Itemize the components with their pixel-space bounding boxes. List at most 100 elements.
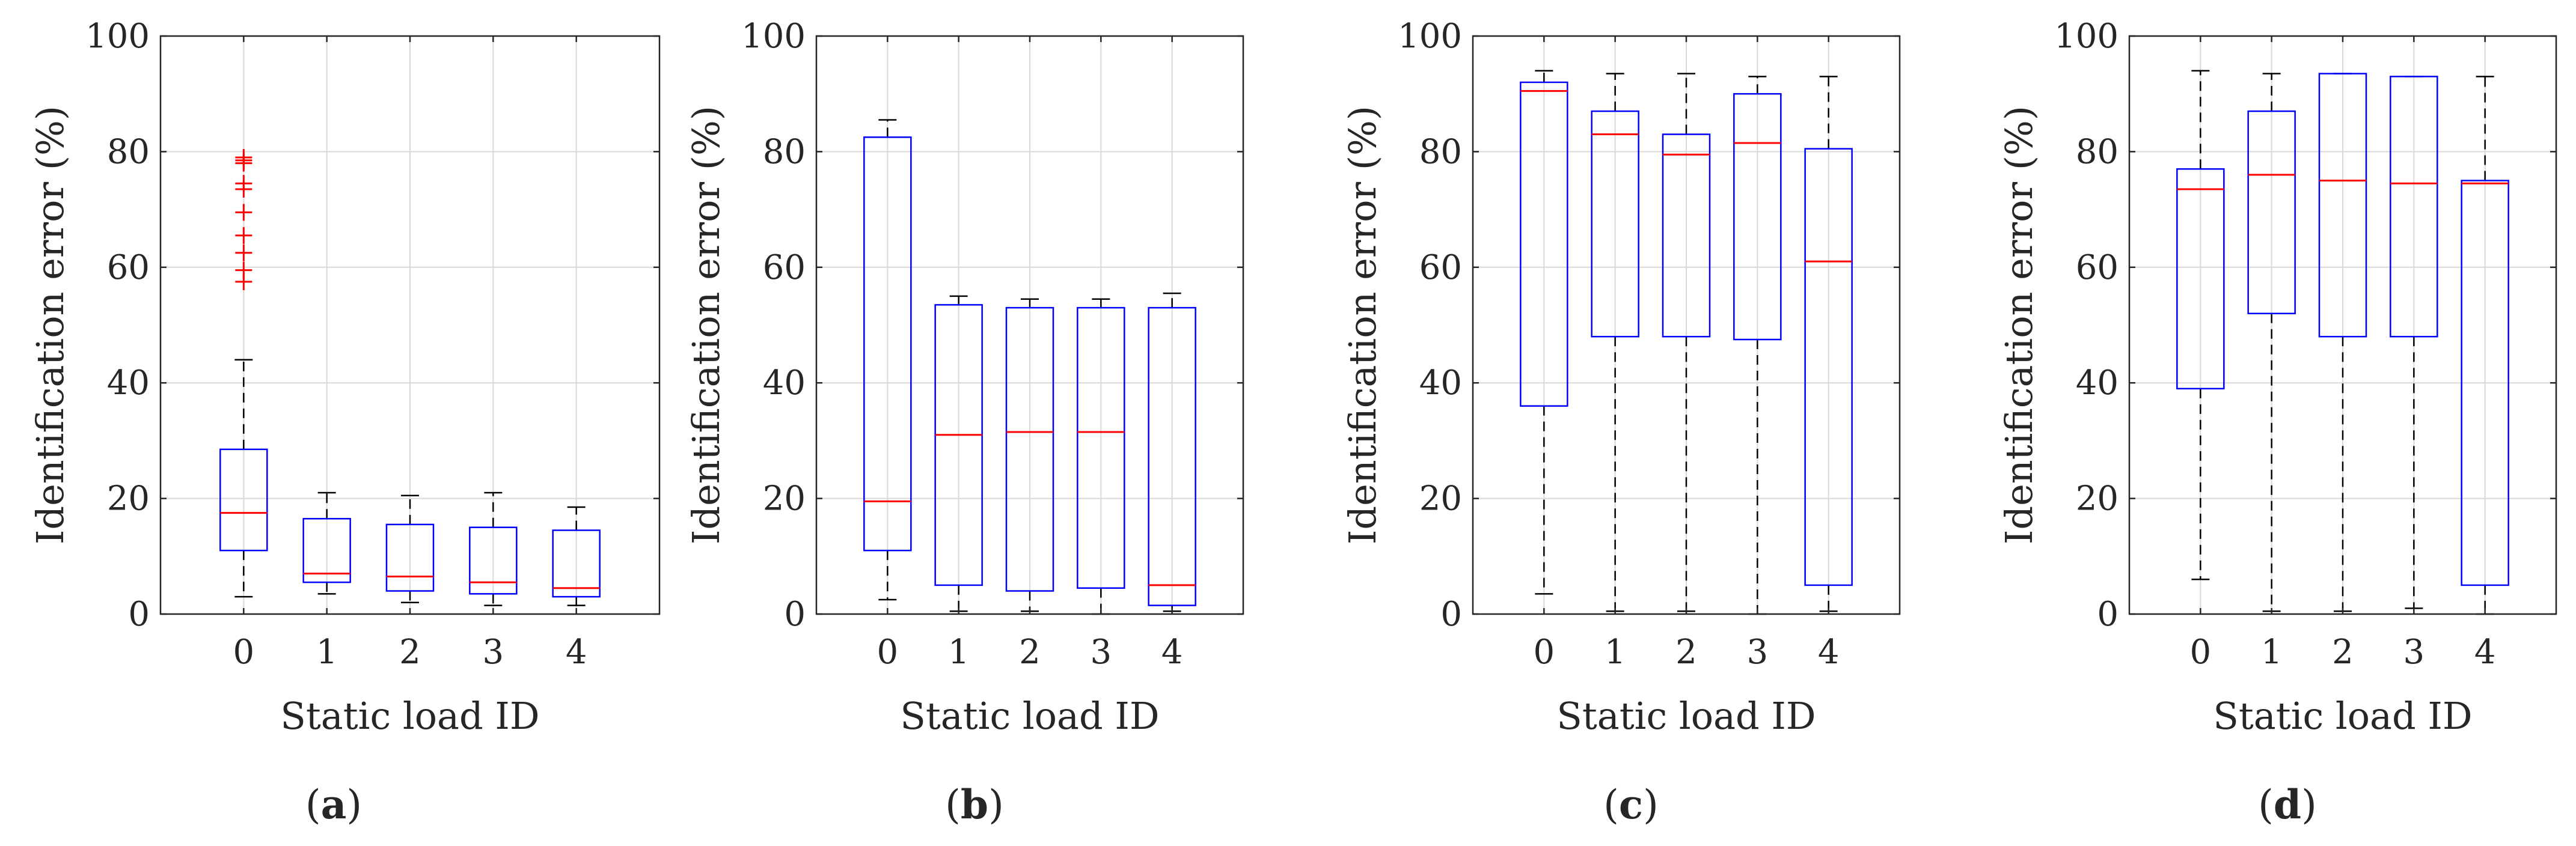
y-tick-label: 100 — [1398, 17, 1462, 56]
y-tick-label: 60 — [107, 248, 150, 287]
iqr-box — [2176, 168, 2225, 390]
y-axis-label: Identification error (%) — [684, 106, 728, 544]
y-tick-label: 0 — [128, 595, 150, 634]
x-axis-label: Static load ID — [900, 694, 1159, 738]
box-4 — [1148, 292, 1196, 612]
box-0 — [863, 119, 912, 601]
x-tick-label: 2 — [1675, 633, 1697, 672]
panel-label-close-paren: ) — [1643, 782, 1659, 828]
x-tick-label: 0 — [1534, 633, 1555, 672]
panel-label-open-paren: ( — [305, 782, 321, 828]
y-tick-label: 80 — [763, 132, 806, 171]
outlier-marker — [235, 227, 252, 244]
x-tick-label: 1 — [316, 633, 338, 672]
x-tick-label: 3 — [1091, 633, 1112, 672]
y-tick-label: 0 — [2097, 595, 2119, 634]
x-tick-label: 0 — [2190, 633, 2212, 672]
x-tick-label: 2 — [399, 633, 421, 672]
box-1 — [2247, 73, 2296, 612]
x-axis-label: Static load ID — [280, 694, 539, 738]
x-tick-label: 4 — [1818, 633, 1840, 672]
x-tick-label: 1 — [1605, 633, 1626, 672]
chart-panel-a: 0 20 40 60 80 100 0 1 2 3 4 Static load ID Identific… — [28, 17, 661, 828]
iqr-box — [1804, 148, 1853, 586]
y-tick-label: 60 — [2076, 248, 2119, 287]
y-axis-label: Identification error (%) — [1997, 106, 2041, 544]
box-3 — [2390, 76, 2438, 609]
iqr-box — [2390, 76, 2438, 338]
y-tick-label: 40 — [107, 364, 150, 403]
box-4 — [1804, 76, 1853, 612]
box-4 — [552, 506, 601, 606]
panel-label-letter: c — [1619, 781, 1643, 828]
iqr-box — [1591, 110, 1639, 338]
iqr-box — [385, 523, 435, 592]
box-0 — [2176, 70, 2225, 580]
y-tick-label: 20 — [763, 479, 806, 519]
outlier-marker — [235, 175, 252, 192]
x-tick-label: 1 — [948, 633, 970, 672]
iqr-box — [2318, 73, 2367, 338]
x-tick-label: 3 — [2403, 633, 2425, 672]
panel-label-open-paren: ( — [2258, 782, 2274, 828]
box-2 — [1662, 73, 1711, 612]
box-4 — [2461, 76, 2509, 615]
panel-label-letter: a — [321, 781, 347, 828]
panel-label: (a) — [305, 781, 362, 828]
panel-label-open-paren: ( — [945, 782, 961, 828]
y-tick-label: 60 — [1419, 248, 1462, 287]
panel-label-open-paren: ( — [1603, 782, 1619, 828]
outlier-marker — [235, 261, 252, 279]
iqr-box — [1520, 81, 1568, 407]
box-1 — [1591, 73, 1639, 612]
y-tick-label: 40 — [1419, 364, 1462, 403]
box-1 — [302, 491, 351, 595]
y-tick-label: 100 — [85, 17, 150, 56]
iqr-box — [934, 304, 983, 586]
iqr-box — [1005, 306, 1054, 592]
y-tick-label: 20 — [2076, 479, 2119, 519]
iqr-box — [219, 448, 268, 552]
x-tick-label: 4 — [1161, 633, 1183, 672]
outlier-marker — [235, 149, 252, 166]
y-tick-label: 20 — [1419, 479, 1462, 519]
x-tick-label: 0 — [233, 633, 255, 672]
x-tick-label: 2 — [1019, 633, 1041, 672]
x-tick-label: 4 — [566, 633, 587, 672]
y-tick-label: 100 — [2054, 17, 2119, 56]
x-tick-label: 1 — [2261, 633, 2283, 672]
y-tick-label: 0 — [784, 595, 806, 634]
panel-label-letter: d — [2274, 781, 2301, 828]
iqr-box — [1148, 306, 1196, 606]
iqr-box — [863, 136, 912, 552]
y-tick-label: 60 — [763, 248, 806, 287]
panel-label-letter: b — [961, 781, 988, 828]
x-axis-label: Static load ID — [2213, 694, 2472, 738]
box-3 — [469, 491, 518, 606]
iqr-box — [1077, 306, 1125, 589]
y-tick-label: 0 — [1440, 595, 1462, 634]
y-tick-label: 100 — [741, 17, 806, 56]
panel-label: (b) — [945, 781, 1004, 828]
box-2 — [2318, 73, 2367, 612]
panel-label: (c) — [1603, 781, 1659, 828]
panel-label-close-paren: ) — [988, 782, 1004, 828]
y-axis-label: Identification error (%) — [28, 106, 72, 544]
iqr-box — [2461, 180, 2509, 586]
iqr-box — [1662, 133, 1711, 338]
iqr-box — [2247, 110, 2296, 315]
box-0 — [219, 149, 268, 598]
x-axis-label: Static load ID — [1556, 694, 1816, 738]
x-tick-label: 4 — [2474, 633, 2496, 672]
iqr-box — [1733, 93, 1782, 341]
box-0 — [1520, 70, 1568, 595]
x-tick-label: 2 — [2332, 633, 2354, 672]
panel-label: (d) — [2258, 781, 2317, 828]
outlier-marker — [235, 244, 252, 261]
box-2 — [385, 495, 435, 604]
y-axis-label: Identification error (%) — [1341, 106, 1384, 544]
